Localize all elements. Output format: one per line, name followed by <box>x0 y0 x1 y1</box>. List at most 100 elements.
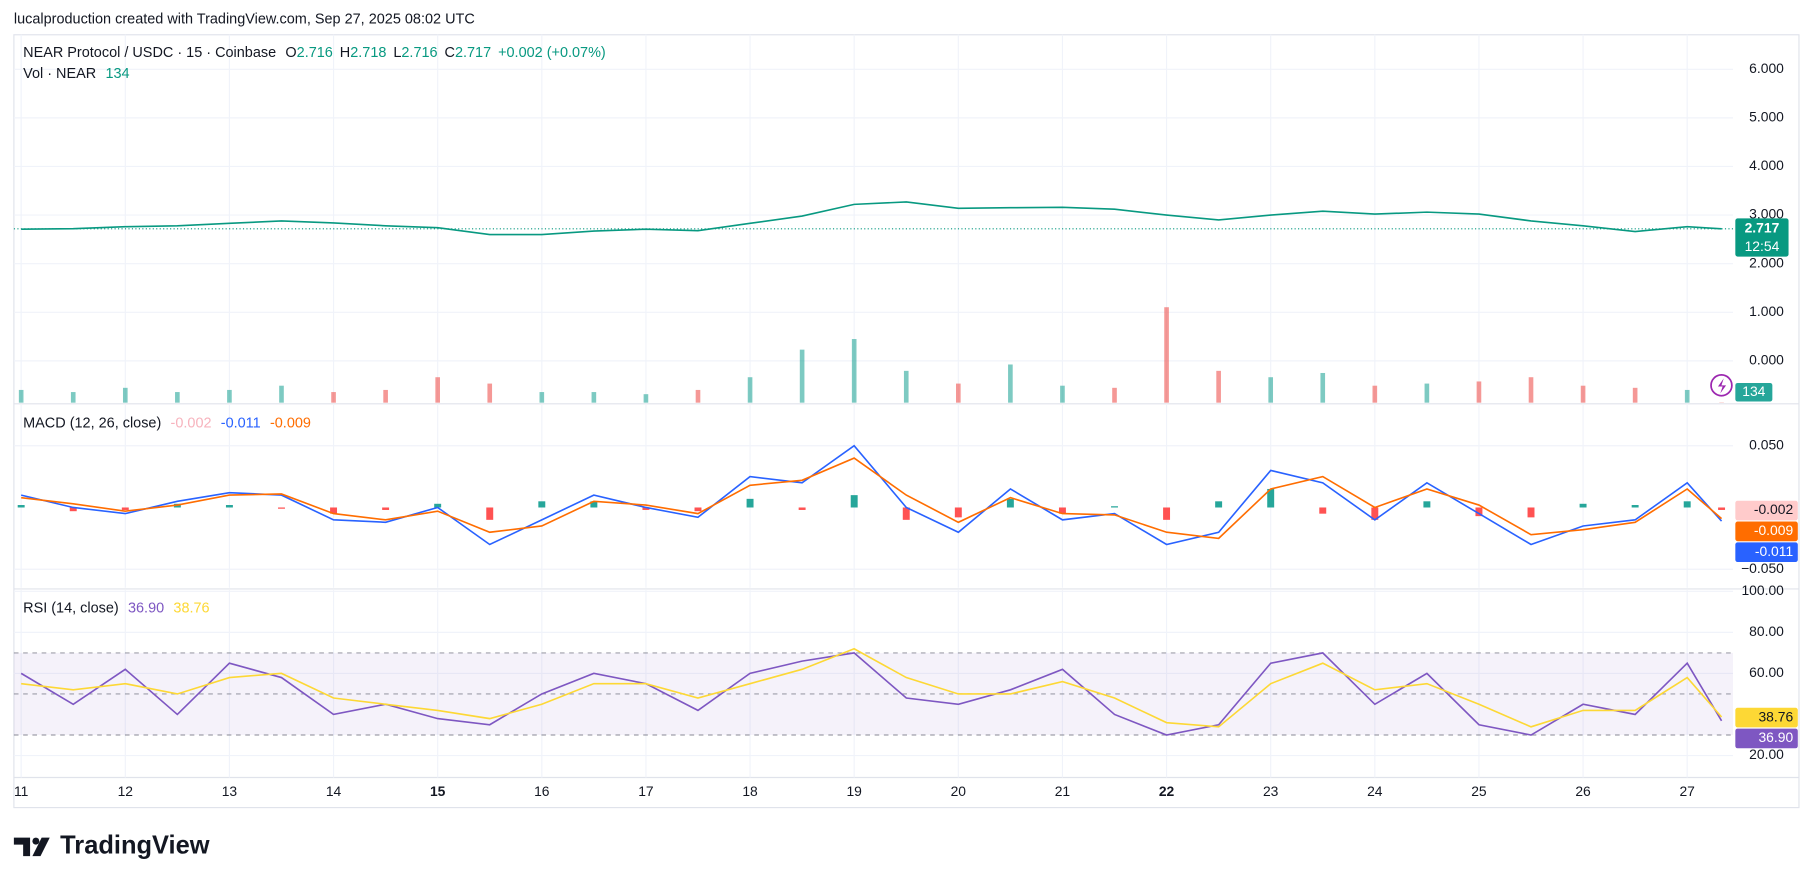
histogram-bar <box>486 507 494 520</box>
volume-bar <box>1424 383 1430 403</box>
series-line <box>21 647 1723 728</box>
last-value-label: 38.76 <box>1758 708 1793 724</box>
legend-value: -0.002 <box>171 415 212 431</box>
last-price-label: 2.717 <box>1745 220 1780 236</box>
histogram-bar <box>278 507 285 509</box>
volume-bar <box>279 385 284 403</box>
last-value-box <box>1735 500 1798 521</box>
x-tick-label: 14 <box>326 783 342 799</box>
series-line <box>21 457 1723 540</box>
last-value-label: -0.009 <box>1754 522 1794 538</box>
series-line <box>20 652 1723 736</box>
y-tick-label: 20.00 <box>1749 746 1784 762</box>
histogram-bar <box>1163 507 1171 520</box>
volume-bar <box>487 383 493 403</box>
ohlc-label: C <box>445 45 455 61</box>
rsi-band <box>13 652 1734 736</box>
y-tick-label: 0.000 <box>1749 352 1784 368</box>
x-tick-label: 15 <box>430 783 446 799</box>
histogram-bar <box>1527 507 1535 518</box>
volume-bar <box>1060 385 1065 403</box>
frame <box>13 34 1800 809</box>
volume-bar <box>747 377 753 403</box>
x-tick-label: 26 <box>1575 783 1591 799</box>
histogram-bar <box>121 507 129 510</box>
histogram-bar <box>1718 507 1726 510</box>
histogram-bar <box>1683 501 1691 508</box>
histogram-bar <box>746 498 754 508</box>
legend-title: MACD (12, 26, close) <box>23 415 161 431</box>
last-value-box <box>1735 728 1798 749</box>
histogram-bar <box>1423 501 1431 508</box>
y-tick-label: 4.000 <box>1749 157 1784 173</box>
ohlc-label: H <box>340 45 350 61</box>
histogram-bar <box>17 505 25 508</box>
volume-bar <box>227 389 232 403</box>
ohlc-value: 2.717 <box>455 45 491 61</box>
x-tick-label: 22 <box>1159 783 1175 799</box>
legend-title: Vol · NEAR <box>23 66 96 82</box>
volume-value: 134 <box>105 66 129 82</box>
y-tick-label: 5.000 <box>1749 109 1784 125</box>
histogram-bar <box>1319 507 1327 514</box>
volume-bar <box>331 392 336 403</box>
y-tick-label: 80.00 <box>1749 623 1784 639</box>
histogram-bar <box>798 507 806 510</box>
ohlc-label: O <box>285 45 296 61</box>
volume-bar <box>643 394 649 403</box>
volume-bar <box>1112 387 1117 403</box>
y-tick-label: 3.000 <box>1749 206 1784 222</box>
volume-bar <box>1320 372 1326 403</box>
volume-bar <box>1008 364 1013 403</box>
volume-bar <box>1476 381 1482 403</box>
histogram-bar <box>538 501 546 508</box>
volume-bar <box>799 349 805 403</box>
last-price-box <box>1735 218 1789 257</box>
last-value-label: 36.90 <box>1758 729 1793 745</box>
alert-bolt <box>1717 378 1727 394</box>
histogram-bar <box>1475 507 1483 517</box>
x-tick-label: 18 <box>742 783 758 799</box>
histogram-bar <box>1267 488 1275 508</box>
last-value-box <box>1735 542 1798 563</box>
y-tick-label: 6.000 <box>1749 60 1784 76</box>
histogram-bar <box>434 503 442 508</box>
volume-bar <box>1632 387 1638 403</box>
logo-dot <box>32 837 40 845</box>
histogram-bar <box>225 505 233 508</box>
legend-value: -0.011 <box>221 415 261 431</box>
volume-bar <box>1528 377 1534 403</box>
x-tick-label: 13 <box>222 783 238 799</box>
y-tick-label: 1.000 <box>1749 303 1784 319</box>
histogram-bar <box>954 507 962 518</box>
alert-icon[interactable] <box>1710 374 1733 397</box>
histogram-bar <box>1111 506 1118 508</box>
last-value-box <box>1735 521 1798 542</box>
histogram-bar <box>590 501 598 508</box>
y-tick-label: 100.00 <box>1741 582 1784 598</box>
x-tick-label: 20 <box>951 783 967 799</box>
volume-bar <box>1216 370 1221 403</box>
legend-title: NEAR Protocol / USDC · 15 · Coinbase <box>23 45 276 61</box>
x-tick-label: 23 <box>1263 783 1279 799</box>
volume-bar <box>1684 389 1690 403</box>
x-tick-label: 17 <box>638 783 654 799</box>
volume-bar <box>70 392 76 403</box>
volume-bar <box>1268 377 1274 403</box>
countdown: 12:54 <box>1745 238 1780 254</box>
volume-last-label: 134 <box>1742 383 1765 399</box>
y-tick-label: 2.000 <box>1749 254 1784 270</box>
last-value-label: -0.002 <box>1754 501 1794 517</box>
volume-bar <box>695 389 701 403</box>
histogram-bar <box>1371 507 1379 520</box>
ohlc-value: 2.718 <box>350 45 386 61</box>
logo: TradingView <box>13 832 210 860</box>
x-tick-label: 25 <box>1471 783 1487 799</box>
legend-value: 38.76 <box>173 600 209 616</box>
volume-bar <box>539 392 545 403</box>
volume-bar <box>175 392 180 403</box>
volume-bar <box>18 389 24 403</box>
brand: TradingView <box>60 832 210 860</box>
y-tick-label: 0.050 <box>1749 436 1784 452</box>
